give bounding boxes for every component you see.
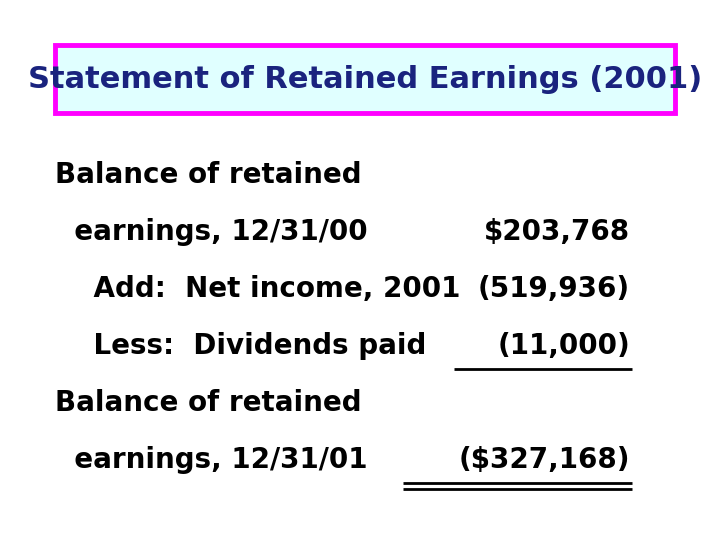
FancyBboxPatch shape: [55, 45, 675, 113]
Text: Balance of retained: Balance of retained: [55, 389, 361, 417]
Text: earnings, 12/31/00: earnings, 12/31/00: [55, 218, 368, 246]
Text: Balance of retained: Balance of retained: [55, 161, 361, 189]
Text: ($327,168): ($327,168): [459, 446, 630, 474]
Text: Statement of Retained Earnings (2001): Statement of Retained Earnings (2001): [28, 64, 702, 93]
Text: earnings, 12/31/01: earnings, 12/31/01: [55, 446, 367, 474]
Text: Add:  Net income, 2001: Add: Net income, 2001: [55, 275, 460, 303]
Text: Less:  Dividends paid: Less: Dividends paid: [55, 332, 426, 360]
Text: (11,000): (11,000): [498, 332, 630, 360]
Text: $203,768: $203,768: [484, 218, 630, 246]
Text: (519,936): (519,936): [478, 275, 630, 303]
